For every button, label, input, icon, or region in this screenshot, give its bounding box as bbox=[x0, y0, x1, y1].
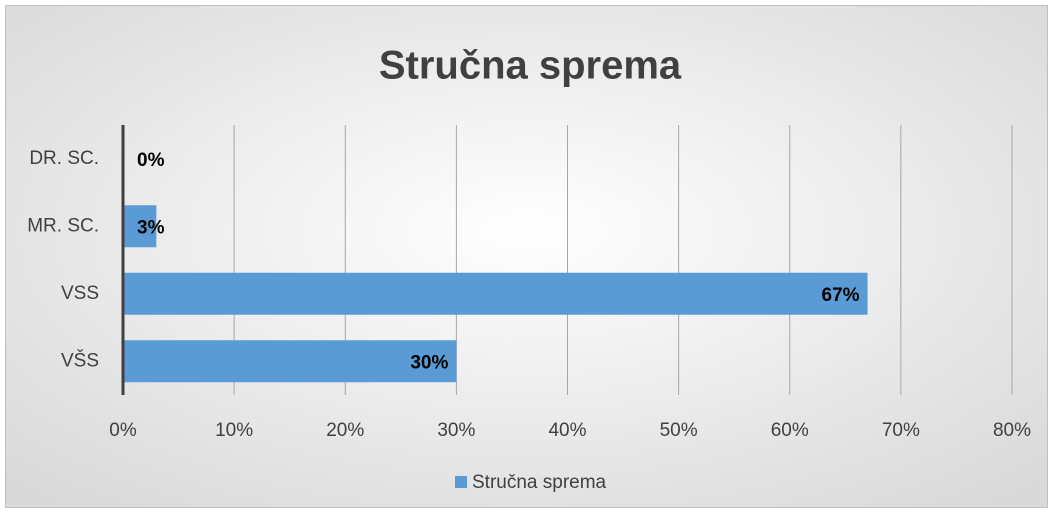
x-tick-label: 60% bbox=[771, 420, 809, 441]
y-tick-label: VSS bbox=[61, 283, 99, 304]
chart-background bbox=[5, 5, 1048, 508]
bar bbox=[123, 205, 157, 248]
legend-swatch bbox=[455, 476, 467, 488]
x-tick-label: 50% bbox=[660, 420, 698, 441]
x-tick-label: 10% bbox=[215, 420, 253, 441]
data-label: 3% bbox=[137, 217, 165, 238]
data-label: 0% bbox=[137, 150, 165, 171]
x-tick-label: 30% bbox=[437, 420, 475, 441]
chart-title: Stručna sprema bbox=[379, 44, 682, 88]
data-label: 30% bbox=[410, 352, 448, 373]
x-tick-label: 70% bbox=[882, 420, 920, 441]
bar bbox=[123, 272, 868, 315]
x-tick-label: 40% bbox=[548, 420, 586, 441]
x-tick-label: 20% bbox=[326, 420, 364, 441]
legend-label: Stručna sprema bbox=[472, 472, 607, 493]
y-tick-label: MR. SC. bbox=[27, 215, 99, 236]
y-tick-label: VŠS bbox=[61, 349, 99, 371]
y-tick-label: DR. SC. bbox=[29, 148, 99, 169]
x-tick-label: 0% bbox=[109, 420, 137, 441]
bar bbox=[123, 340, 457, 383]
data-label: 67% bbox=[822, 285, 860, 306]
x-tick-label: 80% bbox=[993, 420, 1031, 441]
